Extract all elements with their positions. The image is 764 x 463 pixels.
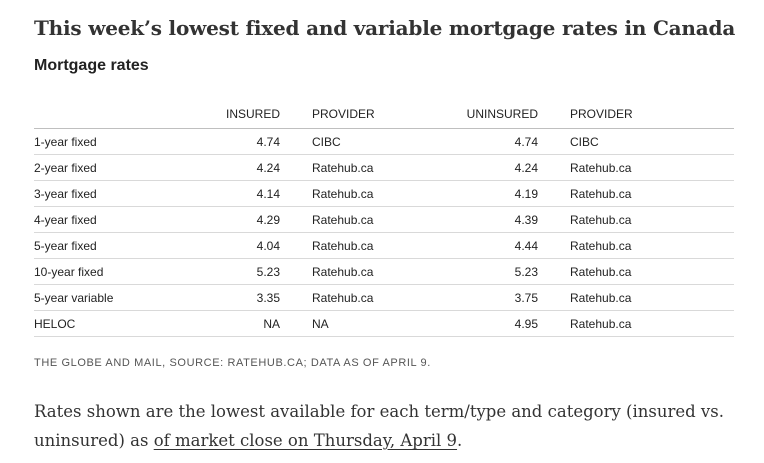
term-cell: 5-year fixed: [34, 232, 214, 259]
uninsured-rate-cell: 4.39: [420, 206, 538, 233]
header-row: INSURED PROVIDER UNINSURED PROVIDER: [34, 100, 734, 129]
header-uninsured: UNINSURED: [420, 100, 538, 129]
insured-rate-cell: 5.23: [214, 258, 280, 285]
insured-provider-cell: Ratehub.ca: [280, 180, 420, 207]
table-row: 2-year fixed 4.24 Ratehub.ca 4.24 Ratehu…: [34, 154, 734, 181]
insured-provider-cell: Ratehub.ca: [280, 284, 420, 311]
insured-provider-cell: NA: [280, 310, 420, 337]
uninsured-provider-cell: Ratehub.ca: [538, 310, 734, 337]
insured-rate-cell: NA: [214, 310, 280, 337]
table-row: HELOC NA NA 4.95 Ratehub.ca: [34, 310, 734, 337]
table-header: INSURED PROVIDER UNINSURED PROVIDER: [34, 100, 734, 129]
term-cell: 4-year fixed: [34, 206, 214, 233]
header-insured: INSURED: [214, 100, 280, 129]
uninsured-provider-cell: Ratehub.ca: [538, 206, 734, 233]
header-insured-provider: PROVIDER: [280, 100, 420, 129]
uninsured-provider-cell: CIBC: [538, 128, 734, 155]
uninsured-provider-cell: Ratehub.ca: [538, 232, 734, 259]
table-row: 4-year fixed 4.29 Ratehub.ca 4.39 Ratehu…: [34, 206, 734, 233]
header-uninsured-provider: PROVIDER: [538, 100, 734, 129]
uninsured-rate-cell: 4.24: [420, 154, 538, 181]
insured-rate-cell: 4.74: [214, 128, 280, 155]
table-row: 1-year fixed 4.74 CIBC 4.74 CIBC: [34, 128, 734, 155]
body-text-lead: Rates shown are the lowest available for…: [34, 402, 724, 450]
table-body: 1-year fixed 4.74 CIBC 4.74 CIBC 2-year …: [34, 128, 734, 337]
uninsured-provider-cell: Ratehub.ca: [538, 154, 734, 181]
body-paragraph: Rates shown are the lowest available for…: [34, 397, 734, 455]
uninsured-rate-cell: 4.95: [420, 310, 538, 337]
mortgage-rates-table: INSURED PROVIDER UNINSURED PROVIDER 1-ye…: [34, 100, 734, 337]
table-row: 5-year fixed 4.04 Ratehub.ca 4.44 Ratehu…: [34, 232, 734, 259]
insured-provider-cell: Ratehub.ca: [280, 232, 420, 259]
term-cell: HELOC: [34, 310, 214, 337]
term-cell: 5-year variable: [34, 284, 214, 311]
uninsured-provider-cell: Ratehub.ca: [538, 258, 734, 285]
insured-rate-cell: 4.24: [214, 154, 280, 181]
uninsured-rate-cell: 5.23: [420, 258, 538, 285]
table-title: Mortgage rates: [34, 57, 149, 74]
table-row: 5-year variable 3.35 Ratehub.ca 3.75 Rat…: [34, 284, 734, 311]
insured-rate-cell: 4.29: [214, 206, 280, 233]
uninsured-rate-cell: 4.19: [420, 180, 538, 207]
uninsured-rate-cell: 4.44: [420, 232, 538, 259]
insured-rate-cell: 3.35: [214, 284, 280, 311]
insured-provider-cell: CIBC: [280, 128, 420, 155]
source-credit: THE GLOBE AND MAIL, SOURCE: RATEHUB.CA; …: [34, 357, 431, 369]
insured-rate-cell: 4.04: [214, 232, 280, 259]
term-cell: 3-year fixed: [34, 180, 214, 207]
uninsured-provider-cell: Ratehub.ca: [538, 284, 734, 311]
article-headline: This week’s lowest fixed and variable mo…: [34, 16, 736, 40]
table-row: 10-year fixed 5.23 Ratehub.ca 5.23 Rateh…: [34, 258, 734, 285]
insured-provider-cell: Ratehub.ca: [280, 154, 420, 181]
insured-provider-cell: Ratehub.ca: [280, 258, 420, 285]
header-term: [34, 100, 214, 129]
market-close-link[interactable]: of market close on Thursday, April 9: [153, 431, 458, 450]
insured-provider-cell: Ratehub.ca: [280, 206, 420, 233]
term-cell: 1-year fixed: [34, 128, 214, 155]
uninsured-rate-cell: 4.74: [420, 128, 538, 155]
term-cell: 2-year fixed: [34, 154, 214, 181]
uninsured-rate-cell: 3.75: [420, 284, 538, 311]
uninsured-provider-cell: Ratehub.ca: [538, 180, 734, 207]
table-row: 3-year fixed 4.14 Ratehub.ca 4.19 Ratehu…: [34, 180, 734, 207]
body-text-end: .: [457, 431, 463, 450]
insured-rate-cell: 4.14: [214, 180, 280, 207]
term-cell: 10-year fixed: [34, 258, 214, 285]
